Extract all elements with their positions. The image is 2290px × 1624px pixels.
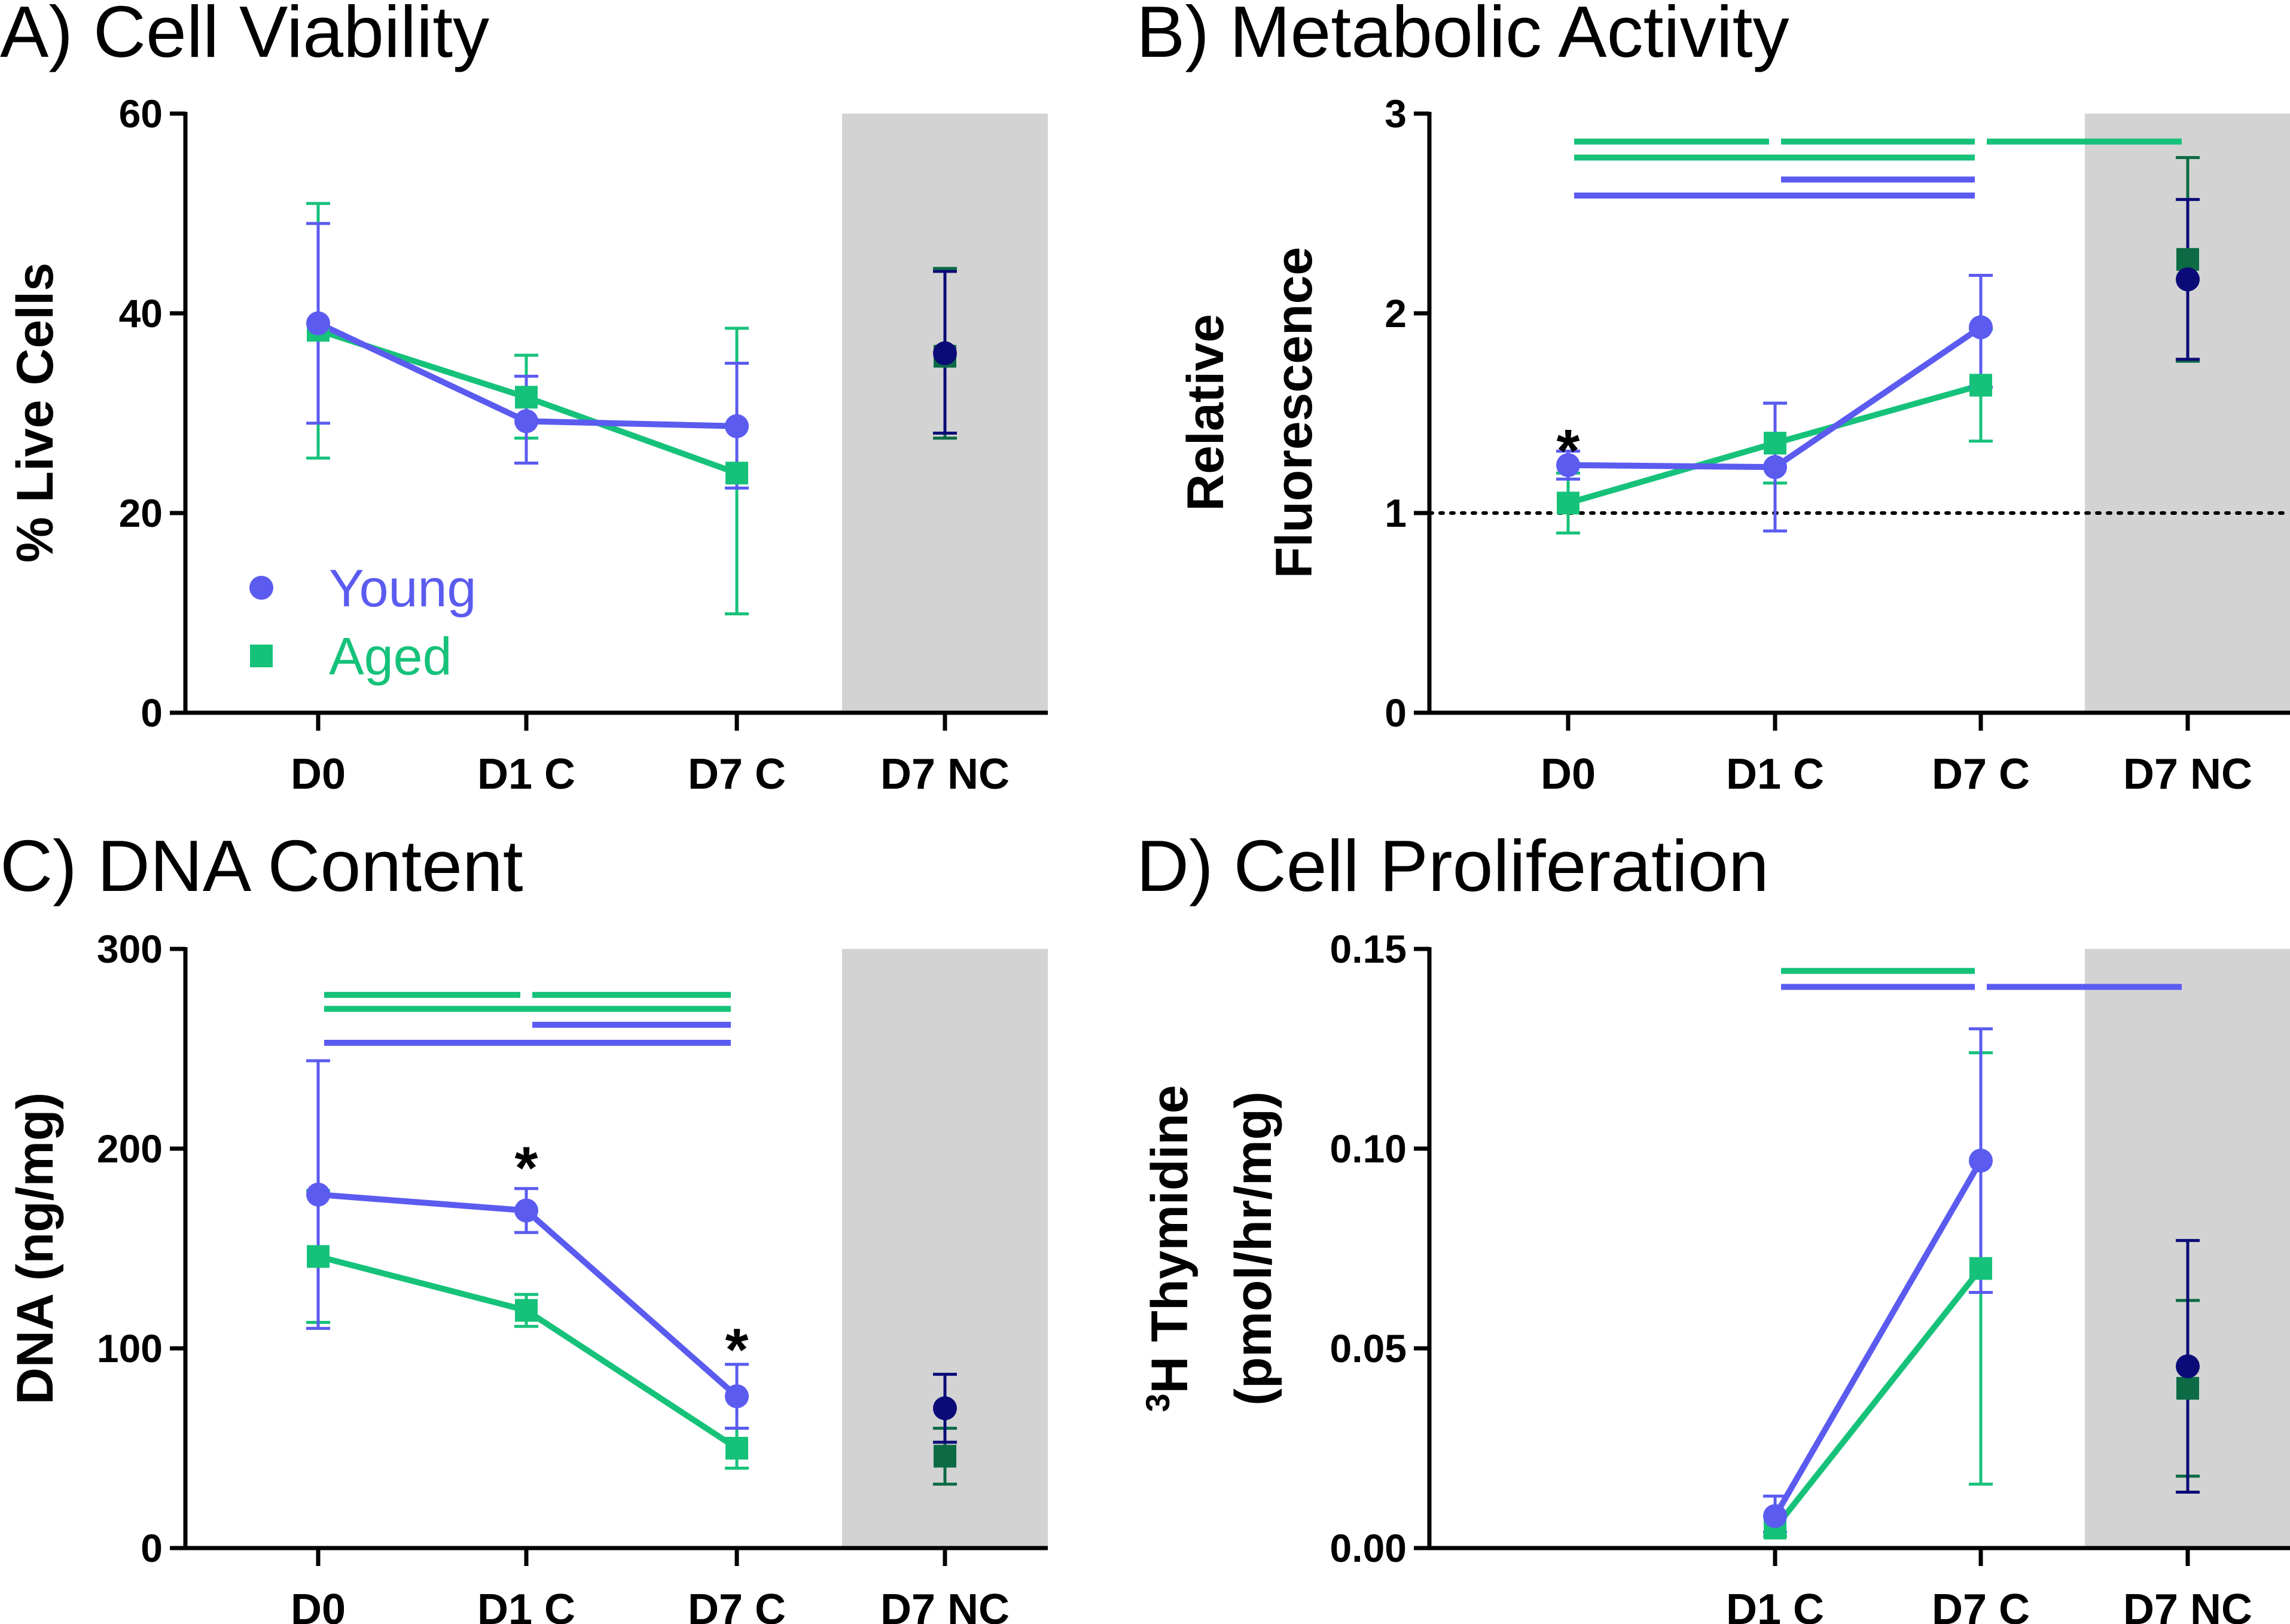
y-tick-label: 0.05 [1330,1326,1407,1370]
x-tick-label: D7 NC [880,1586,1010,1624]
data-point-young [514,409,538,434]
data-point-aged [515,1299,538,1322]
y-axis-label-line2: Fluorescence [1266,247,1323,578]
x-tick-label: D0 [291,1586,346,1624]
x-tick-label: D1 C [1726,1586,1824,1624]
data-point-young [2176,1354,2200,1379]
legend-label-aged: Aged [329,627,452,686]
data-point-aged [1764,432,1786,455]
data-point-young [933,341,957,365]
data-point-young [306,311,330,335]
y-tick-label: 0 [141,1526,163,1570]
y-axis-label: 3H Thymidine [1139,1085,1199,1412]
series-line-aged [1773,1266,1983,1530]
data-point-young [514,1198,538,1223]
y-tick-label: 0 [141,691,163,735]
y-tick-label: 2 [1385,291,1407,335]
data-point-aged [2176,248,2199,271]
legend-label-young: Young [329,558,476,618]
data-point-young [933,1396,957,1421]
data-point-young [1763,1504,1787,1528]
significance-asterisk: * [515,1135,538,1202]
y-axis-label-line2: (pmol/hr/mg) [1225,1091,1282,1406]
y-tick-label: 200 [97,1127,163,1171]
data-point-aged [934,1445,956,1468]
significance-asterisk: * [1557,417,1580,484]
panel-title: D) Cell Proliferation [1136,825,1769,906]
data-point-young [2176,267,2200,292]
y-tick-label: 1 [1385,491,1407,535]
y-tick-label: 60 [119,91,163,136]
y-axis-label: % Live Cells [7,262,64,563]
data-point-aged [1969,1257,1992,1280]
data-point-young [1556,453,1580,477]
data-point-aged [515,386,538,409]
x-tick-label: D1 C [477,750,575,798]
legend-marker-aged [250,645,273,667]
x-tick-label: D7 NC [2123,750,2252,798]
y-tick-label: 0.00 [1330,1526,1407,1570]
panel-title: C) DNA Content [0,825,523,906]
data-point-young [725,414,749,438]
x-tick-label: D7 NC [2123,1586,2252,1624]
y-tick-label: 3 [1385,91,1407,136]
x-tick-label: D1 C [477,1586,575,1624]
y-tick-label: 300 [97,927,163,971]
x-tick-label: D7 C [688,750,786,798]
series-line-aged [317,1253,739,1451]
data-point-aged [1969,374,1992,397]
y-axis-label: Relative [1177,314,1234,511]
y-tick-label: 0 [1385,691,1407,735]
x-tick-label: D1 C [1726,750,1824,798]
panel-1: B) Metabolic Activity Relative Fluorescenc… [1136,0,2290,798]
x-tick-label: D7 C [1932,750,2030,798]
panel-0: A) Cell Viability % Live Cells 0 20 40 60 D0 D1… [0,0,1048,798]
y-tick-label: 0.15 [1330,927,1407,971]
significance-asterisk: * [725,1317,749,1384]
y-tick-label: 0.10 [1330,1127,1407,1171]
series-line-young [1772,1159,1984,1518]
x-tick-label: D7 C [1932,1586,2030,1624]
data-point-young [1763,455,1787,480]
y-axis-label-line1: H Thymidine [1141,1085,1199,1393]
data-point-young [1969,315,1993,340]
y-axis-label-superscript: 3 [1139,1393,1176,1412]
data-point-aged [725,462,748,485]
y-tick-label: 100 [97,1326,163,1370]
data-point-young [1969,1149,1993,1173]
y-tick-label: 20 [119,491,163,535]
data-point-young [725,1384,749,1409]
panel-title: A) Cell Viability [0,0,489,72]
data-point-aged [2176,1376,2199,1400]
x-tick-label: D0 [1541,750,1596,798]
x-tick-label: D7 C [688,1586,786,1624]
x-tick-label: D0 [291,750,346,798]
panel-2: C) DNA Content DNA (ng/mg) 0 100 200 300 D0 D1 … [0,825,1048,1624]
legend-marker-young [249,576,273,600]
panel-3: D) Cell Proliferation 3H Thymidine (pmol/h… [1136,825,2290,1624]
data-point-aged [1557,492,1579,515]
y-tick-label: 40 [119,291,163,335]
y-axis-label: DNA (ng/mg) [7,1092,64,1405]
data-point-young [306,1182,330,1207]
x-tick-label: D7 NC [880,750,1010,798]
panel-title: B) Metabolic Activity [1136,0,1789,72]
data-point-aged [307,1245,330,1268]
data-point-aged [725,1437,748,1460]
